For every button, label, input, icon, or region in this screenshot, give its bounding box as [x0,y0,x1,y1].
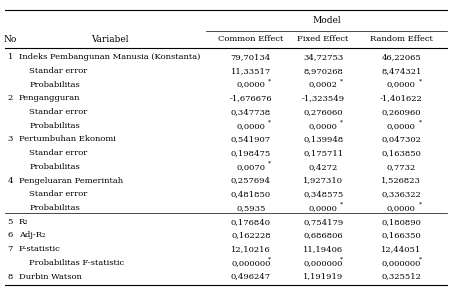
Text: 4: 4 [8,177,13,184]
Text: 0,276060: 0,276060 [303,108,342,116]
Text: Pengangguran: Pengangguran [19,94,80,102]
Text: 12,44051: 12,44051 [380,245,421,253]
Text: F-statistic: F-statistic [19,245,60,253]
Text: *: * [418,202,421,207]
Text: Adj-R₂: Adj-R₂ [19,232,45,239]
Text: 0,0000: 0,0000 [386,122,415,130]
Text: 0,0002: 0,0002 [308,81,337,89]
Text: No: No [4,35,17,44]
Text: Fixed Effect: Fixed Effect [297,35,348,43]
Text: 0,139948: 0,139948 [302,136,343,143]
Text: 0,0000: 0,0000 [236,122,265,130]
Text: 0,496247: 0,496247 [230,273,270,280]
Text: Probabilitas: Probabilitas [29,163,80,171]
Text: 6: 6 [8,232,13,239]
Text: 0,180890: 0,180890 [381,218,420,226]
Text: *: * [267,257,271,262]
Text: 0,686806: 0,686806 [303,232,342,239]
Text: 8,474321: 8,474321 [380,67,421,75]
Text: 0,166350: 0,166350 [381,232,420,239]
Text: 0,198475: 0,198475 [230,149,271,157]
Text: 12,10216: 12,10216 [230,245,270,253]
Text: *: * [267,119,271,125]
Text: -1,676676: -1,676676 [229,94,272,102]
Text: 0,162228: 0,162228 [230,232,270,239]
Text: Probabilitas: Probabilitas [29,122,80,130]
Text: Pengeluaran Pemerintah: Pengeluaran Pemerintah [19,177,123,184]
Text: 46,22065: 46,22065 [381,53,420,61]
Text: 8: 8 [8,273,13,280]
Text: 2: 2 [8,94,13,102]
Text: 0,047302: 0,047302 [381,136,420,143]
Text: 1,526823: 1,526823 [381,177,420,184]
Text: 0,163850: 0,163850 [381,149,420,157]
Text: Indeks Pembangunan Manusia (Konstanta): Indeks Pembangunan Manusia (Konstanta) [19,53,200,61]
Text: *: * [340,78,343,83]
Text: 11,19406: 11,19406 [303,245,342,253]
Text: 0,347738: 0,347738 [230,108,271,116]
Text: 0,7732: 0,7732 [386,163,415,171]
Text: Pertumbuhan Ekonomi: Pertumbuhan Ekonomi [19,136,115,143]
Text: Probabilitas F-statistic: Probabilitas F-statistic [29,259,124,267]
Text: 0,000000: 0,000000 [230,259,270,267]
Text: 0,0000: 0,0000 [236,81,265,89]
Text: 34,72753: 34,72753 [302,53,343,61]
Text: Variabel: Variabel [91,35,128,44]
Text: 3: 3 [8,136,13,143]
Text: 0,348575: 0,348575 [302,190,343,198]
Text: 0,000000: 0,000000 [303,259,342,267]
Text: 79,70134: 79,70134 [230,53,271,61]
Text: 0,4272: 0,4272 [308,163,337,171]
Text: Random Effect: Random Effect [369,35,432,43]
Text: -1,323549: -1,323549 [301,94,344,102]
Text: 1,927310: 1,927310 [303,177,342,184]
Text: 0,0000: 0,0000 [386,81,415,89]
Text: 0,754179: 0,754179 [302,218,343,226]
Text: Durbin Watson: Durbin Watson [19,273,82,280]
Text: 7: 7 [8,245,13,253]
Text: *: * [418,257,421,262]
Text: Common Effect: Common Effect [218,35,283,43]
Text: 0,481850: 0,481850 [230,190,270,198]
Text: 1: 1 [8,53,13,61]
Text: *: * [340,257,343,262]
Text: Standar error: Standar error [29,190,87,198]
Text: *: * [267,161,271,166]
Text: 0,336322: 0,336322 [381,190,420,198]
Text: 0,325512: 0,325512 [381,273,420,280]
Text: Model: Model [312,16,340,25]
Text: *: * [340,202,343,207]
Text: 0,0070: 0,0070 [236,163,265,171]
Text: *: * [340,119,343,125]
Text: 0,541907: 0,541907 [230,136,270,143]
Text: 1,191919: 1,191919 [302,273,343,280]
Text: 11,33517: 11,33517 [230,67,271,75]
Text: 0,5935: 0,5935 [236,204,265,212]
Text: 0,0000: 0,0000 [308,122,337,130]
Text: 5: 5 [8,218,13,226]
Text: 0,257694: 0,257694 [230,177,270,184]
Text: *: * [267,78,271,83]
Text: -1,401622: -1,401622 [379,94,422,102]
Text: Standar error: Standar error [29,108,87,116]
Text: 0,175711: 0,175711 [303,149,342,157]
Text: *: * [418,119,421,125]
Text: Probabilitas: Probabilitas [29,81,80,89]
Text: Standar error: Standar error [29,149,87,157]
Text: 8,970268: 8,970268 [303,67,342,75]
Text: R₂: R₂ [19,218,28,226]
Text: 0,260960: 0,260960 [381,108,420,116]
Text: Standar error: Standar error [29,67,87,75]
Text: 0,000000: 0,000000 [381,259,420,267]
Text: Probabilitas: Probabilitas [29,204,80,212]
Text: 0,0000: 0,0000 [308,204,337,212]
Text: 0,176840: 0,176840 [230,218,270,226]
Text: 0,0000: 0,0000 [386,204,415,212]
Text: *: * [418,78,421,83]
